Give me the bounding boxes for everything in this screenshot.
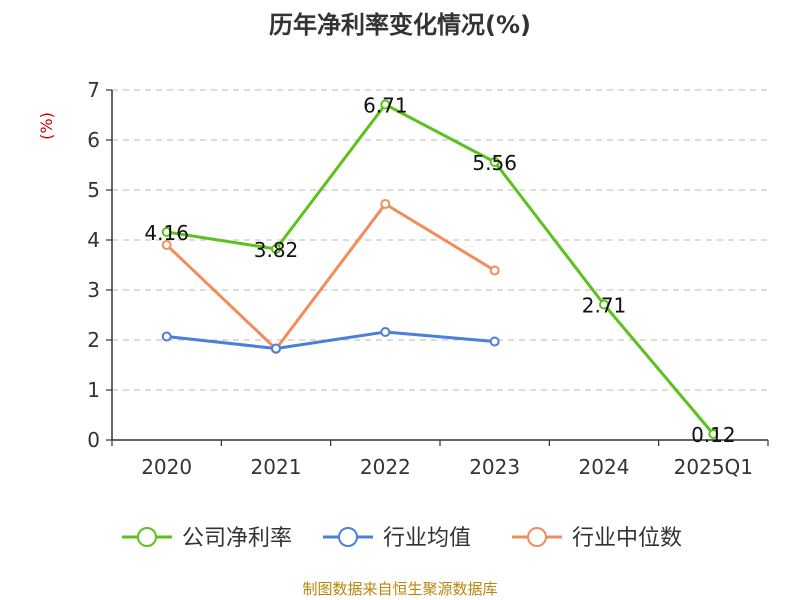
legend-label: 行业中位数	[572, 526, 682, 551]
x-tick-label: 2021	[251, 455, 302, 479]
data-label: 0.12	[691, 423, 736, 447]
data-point	[489, 265, 500, 276]
data-point	[271, 343, 281, 354]
data-point	[161, 227, 172, 237]
data-point	[489, 336, 500, 347]
legend-marker	[527, 527, 547, 547]
legend-marker	[137, 527, 157, 547]
x-tick-label: 2020	[141, 455, 192, 479]
legend-item-1: 行业均值	[323, 526, 471, 551]
y-axis-label: (%)	[37, 112, 56, 140]
legend-item-0: 公司净利率	[122, 526, 292, 551]
data-point	[161, 240, 172, 250]
legend-label: 行业均值	[383, 526, 471, 551]
data-point	[380, 199, 391, 209]
y-tick-label: 2	[87, 328, 100, 352]
data-point	[489, 157, 500, 167]
data-labels: 4.16 3.82 6.71 5.56 2.71 0.12	[144, 94, 735, 448]
data-point	[161, 331, 172, 342]
x-tick-label: 2024	[579, 455, 630, 479]
axes: 0 1 2 3 4 5 6 7 2020 2021 2022 2023 2024 2025Q1	[87, 78, 769, 479]
data-point	[380, 99, 391, 110]
data-point	[599, 299, 609, 310]
chart-title: 历年净利率变化情况(%)	[269, 11, 531, 39]
data-point	[708, 429, 719, 439]
data-point	[271, 244, 281, 254]
series-line-0	[166, 103, 715, 435]
data-label: 4.16	[144, 221, 189, 245]
legend-label: 公司净利率	[182, 526, 292, 551]
source-note: 制图数据来自恒生聚源数据库	[302, 580, 497, 598]
y-tick-label: 6	[87, 128, 100, 152]
series-group	[161, 99, 719, 439]
data-label: 6.71	[363, 94, 408, 118]
legend-marker	[338, 527, 358, 547]
x-tick-label: 2023	[469, 455, 520, 479]
legend-item-2: 行业中位数	[512, 526, 682, 551]
legend: 公司净利率 行业均值 行业中位数	[122, 526, 682, 551]
y-tick-label: 0	[87, 428, 100, 452]
series-line-2	[165, 202, 496, 351]
y-tick-label: 4	[87, 228, 100, 252]
y-tick-label: 7	[87, 78, 100, 102]
y-tick-label: 1	[87, 378, 100, 402]
x-tick-label: 2025Q1	[674, 455, 753, 479]
y-tick-label: 3	[87, 278, 100, 302]
y-tick-label: 5	[87, 178, 100, 202]
data-label: 2.71	[582, 294, 627, 318]
data-label: 3.82	[254, 238, 299, 262]
data-label: 5.56	[472, 151, 517, 175]
series-line-1	[166, 330, 495, 350]
data-point	[380, 327, 391, 337]
x-tick-label: 2022	[360, 455, 411, 479]
